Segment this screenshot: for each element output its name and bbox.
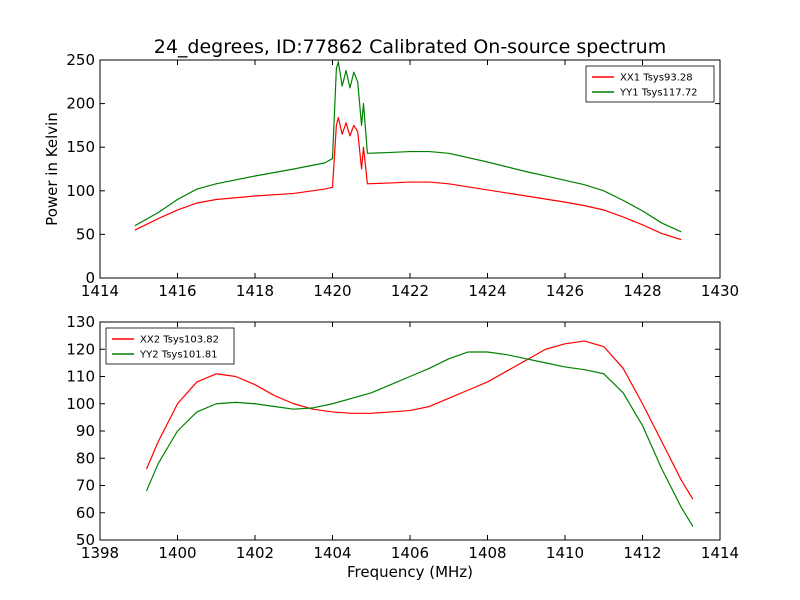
x-tick-label: 1424 (468, 282, 506, 300)
legend-label: YY2 Tsys101.81 (139, 350, 218, 361)
series-line-2 (134, 61, 682, 233)
x-tick-label: 1410 (546, 544, 584, 562)
x-tick-label: 1414 (701, 544, 739, 562)
x-tick-label: 1412 (623, 544, 661, 562)
x-tick-label: 1398 (81, 544, 119, 562)
y-tick-label: 90 (76, 422, 95, 440)
bottom-panel: 1398 1400 1402 1404 1406 1408 1410 1412 1414 50 60… (66, 313, 739, 581)
x-tick-label: 1400 (158, 544, 196, 562)
y-tick-label: 70 (76, 477, 95, 495)
x-tick-label: 1408 (468, 544, 506, 562)
x-tick-label: 1406 (391, 544, 429, 562)
legend-label: XX2 Tsys103.82 (140, 335, 219, 346)
y-tick-label: 110 (66, 368, 95, 386)
y-tick-label: 60 (76, 504, 95, 522)
x-tick-label: 1420 (313, 282, 351, 300)
y-tick-label: 100 (66, 395, 95, 413)
y-tick-label: 250 (66, 51, 95, 69)
y-tick-label: 130 (66, 313, 95, 331)
x-tick-label: 1404 (313, 544, 351, 562)
legend: XX1 Tsys93.28 YY1 Tsys117.72 (585, 65, 715, 103)
x-tick-label: 1428 (623, 282, 661, 300)
x-tick-label: 1430 (701, 282, 739, 300)
y-tick-label: 0 (85, 269, 95, 287)
y-tick-label: 50 (76, 531, 95, 549)
x-tick-label: 1426 (546, 282, 584, 300)
y-tick-label: 50 (76, 225, 95, 243)
legend-box (585, 65, 715, 103)
series-line-1 (134, 116, 682, 241)
x-axis-label: Frequency (MHz) (347, 563, 473, 581)
y-tick-label: 120 (66, 340, 95, 358)
series-line-2 (145, 351, 694, 527)
x-tick-label: 1414 (81, 282, 119, 300)
top-panel: 1414 1416 1418 1420 1422 1424 1426 1428 1430 0 50 1… (43, 51, 739, 300)
x-tick-label: 1418 (236, 282, 274, 300)
legend-label: YY1 Tsys117.72 (619, 88, 698, 99)
x-tick-label: 1422 (391, 282, 429, 300)
x-tick-label: 1402 (236, 544, 274, 562)
legend: XX2 Tsys103.82 YY2 Tsys101.81 (105, 327, 235, 365)
series-line-1 (145, 340, 694, 500)
y-tick-label: 150 (66, 138, 95, 156)
y-tick-label: 200 (66, 95, 95, 113)
y-axis-label: Power in Kelvin (43, 112, 61, 226)
y-tick-label: 100 (66, 182, 95, 200)
legend-label: XX1 Tsys93.28 (620, 73, 693, 84)
chart-title: 24_degrees, ID:77862 Calibrated On-sourc… (154, 36, 666, 58)
y-tick-label: 80 (76, 449, 95, 467)
legend-box (105, 327, 235, 365)
x-tick-label: 1416 (158, 282, 196, 300)
